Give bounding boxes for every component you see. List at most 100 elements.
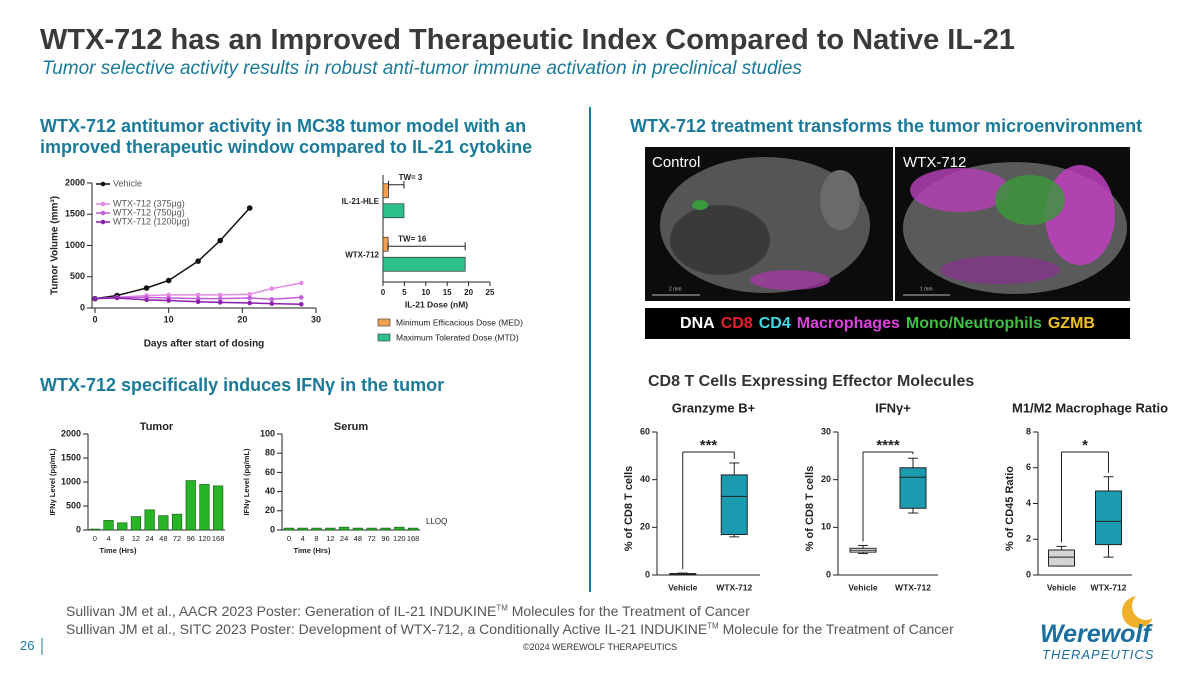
data-point (217, 300, 223, 305)
x-tick-label: 4 (301, 534, 305, 543)
x-tick-label: 96 (381, 534, 389, 543)
data-point (247, 295, 252, 301)
bar (338, 526, 350, 531)
annotation: LLOQ (426, 517, 447, 526)
chart-title: Granzyme B+ (672, 400, 756, 415)
legend-marker (100, 201, 106, 207)
y-tick-label: 40 (265, 486, 275, 496)
x-tick-label: 24 (340, 534, 348, 543)
reference-sup: TM (496, 603, 508, 613)
y-tick-label: 80 (265, 448, 275, 458)
y-tick-label: 1000 (65, 240, 85, 250)
significance: **** (876, 437, 900, 454)
box (1048, 549, 1075, 567)
legend-label: WTX-712 (1200µg) (113, 216, 190, 226)
bar (144, 509, 155, 531)
x-axis-label: IL-21 Dose (nM) (405, 299, 468, 309)
data-point (247, 300, 252, 306)
section-heading: WTX-712 specifically induces IFNγ in the… (40, 375, 445, 395)
image-label: WTX-712 (903, 154, 966, 171)
reference-sup: TM (707, 621, 719, 631)
section-heading: WTX-712 antitumor activity in MC38 tumor… (40, 116, 533, 157)
x-tick-label: 120 (198, 534, 211, 543)
y-tick-label: 0 (80, 302, 85, 312)
x-tick-label: 48 (159, 534, 167, 543)
y-tick-label: 2000 (61, 428, 81, 438)
x-tick-label: 5 (402, 288, 407, 297)
x-tick-label: 30 (311, 314, 321, 324)
x-tick-label: 0 (287, 534, 291, 543)
legend-swatch (377, 333, 391, 342)
bar (394, 526, 405, 531)
legend-label: WTX-712 (750µg) (113, 207, 185, 217)
stain-label: Mono/Neutrophils (905, 314, 1042, 332)
reference-text: Sullivan JM et al., AACR 2023 Poster: Ge… (66, 603, 497, 619)
x-tick-label: WTX-712 (1091, 582, 1127, 592)
significance: *** (700, 437, 718, 454)
tw-annotation: TW= 16 (398, 234, 427, 243)
bar (117, 522, 128, 531)
microscopy-control: 2 mm Control (645, 147, 893, 301)
data-point (298, 280, 304, 286)
x-tick-label: 0 (381, 288, 386, 297)
x-axis-label: Time (Hrs) (294, 546, 331, 555)
x-tick-label: 96 (187, 534, 195, 543)
image-label: Control (652, 154, 700, 171)
y-tick-label: 10 (821, 522, 831, 532)
page-number: 26 (20, 638, 35, 653)
y-tick-label: 100 (260, 428, 275, 438)
reference: Sullivan JM et al., SITC 2023 Poster: De… (66, 621, 954, 637)
data-point (246, 205, 253, 211)
x-tick-label: 72 (368, 534, 376, 543)
bar (89, 528, 100, 531)
y-axis-label: % of CD8 T cells (804, 466, 816, 552)
data-point (298, 295, 304, 300)
y-tick-label: 500 (66, 500, 81, 510)
x-tick-label: 10 (164, 314, 174, 324)
x-tick-label: WTX-712 (895, 582, 931, 592)
x-tick-label: 25 (486, 288, 495, 297)
y-tick-label: 20 (640, 522, 650, 532)
stain-label: GZMB (1047, 314, 1095, 332)
data-point (217, 296, 223, 301)
x-tick-label: Vehicle (668, 582, 698, 592)
x-tick-label: 20 (237, 314, 247, 324)
bar (130, 516, 142, 531)
x-tick-label: 168 (212, 534, 225, 543)
y-tick-label: 500 (70, 271, 85, 281)
x-tick-label: 0 (93, 534, 97, 543)
data-point (143, 285, 150, 291)
data-point (269, 286, 275, 291)
legend-label: Maximum Tolerated Dose (MTD) (396, 332, 519, 342)
y-tick-label: 8 (1026, 426, 1031, 436)
legend-label: Vehicle (113, 178, 142, 188)
y-axis-label: % of CD45 Ratio (1004, 466, 1016, 551)
bar (311, 527, 322, 531)
legend-label: Minimum Efficacious Dose (MED) (396, 317, 523, 327)
y-axis-label: % of CD8 T cells (623, 466, 635, 552)
data-point (166, 298, 171, 303)
bar (382, 183, 389, 199)
y-tick-label: 0 (1026, 569, 1031, 579)
y-tick-label: 30 (821, 426, 831, 436)
data-point (217, 292, 223, 298)
y-tick-label: 40 (640, 474, 650, 484)
legend-label: WTX-712 (375µg) (113, 198, 185, 208)
y-tick-label: 6 (1026, 462, 1031, 472)
logo-subtext: THERAPEUTICS (1042, 647, 1155, 662)
bar (325, 527, 336, 531)
stain-legend: DNA CD8 CD4 Macrophages Mono/Neutrophils GZMB (645, 308, 1130, 339)
chart-title: M1/M2 Macrophage Ratio (1012, 400, 1168, 415)
data-point (217, 237, 224, 244)
y-tick-label: 2000 (65, 177, 85, 187)
x-axis-label: Time (Hrs) (100, 546, 137, 555)
y-tick-label: 20 (821, 474, 831, 484)
x-tick-label: 15 (443, 288, 452, 297)
bar (382, 256, 466, 272)
reference-text: Molecules for the Treatment of Cancer (507, 603, 750, 619)
y-tick-label: 2 (1026, 534, 1031, 544)
logo-text: Werewolf (1040, 620, 1151, 648)
reference-text: Molecule for the Treatment of Cancer (718, 621, 954, 637)
bar (283, 527, 295, 531)
